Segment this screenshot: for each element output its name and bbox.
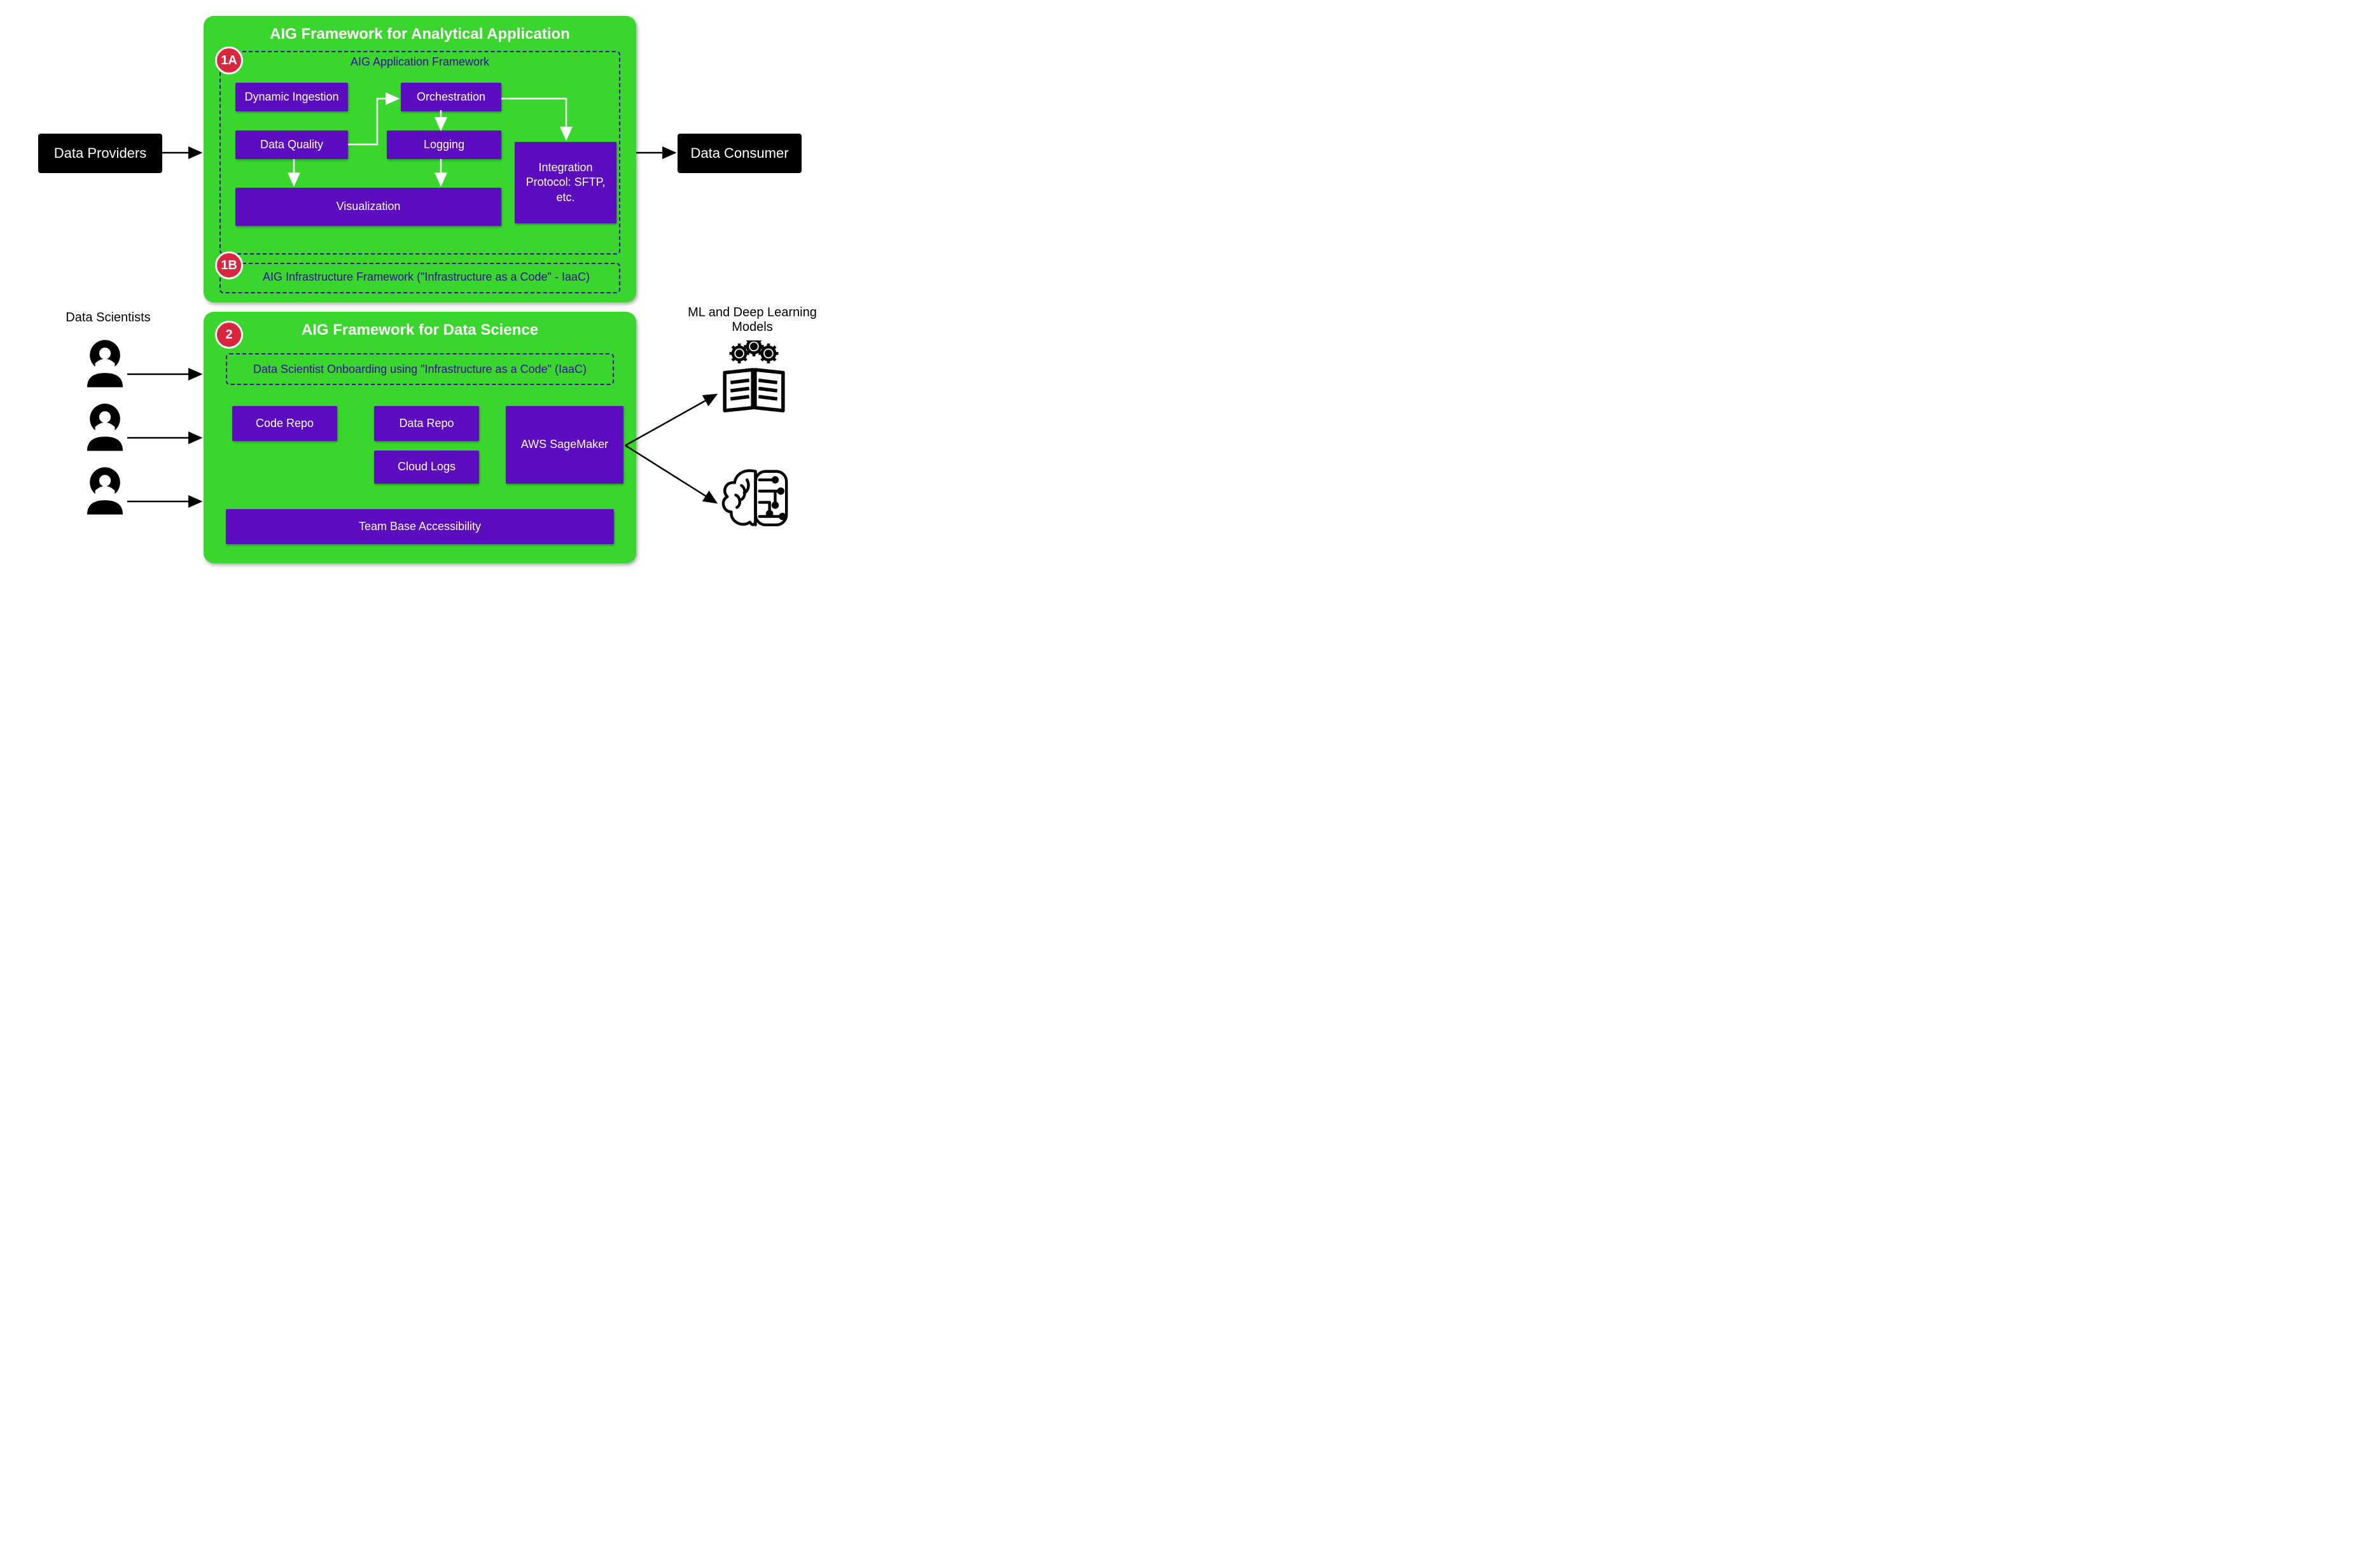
person-icon xyxy=(83,401,127,452)
ml-gears-book-icon xyxy=(719,340,789,414)
data-providers-label: Data Providers xyxy=(54,145,147,162)
box-sagemaker: AWS SageMaker xyxy=(506,406,623,484)
person-icon xyxy=(83,337,127,388)
ml-models-label: ML and Deep Learning Models xyxy=(671,305,833,335)
panel-analytical: AIG Framework for Analytical Application… xyxy=(204,16,636,302)
data-consumer-label: Data Consumer xyxy=(690,145,788,162)
section-1a-label: AIG Application Framework xyxy=(331,55,509,69)
data-providers-box: Data Providers xyxy=(38,134,162,173)
panel-data-science: AIG Framework for Data Science 2 Data Sc… xyxy=(204,312,636,563)
box-cloud-logs: Cloud Logs xyxy=(374,451,479,484)
section-1b-label: AIG Infrastructure Framework ("Infrastru… xyxy=(248,270,604,284)
data-scientists-label: Data Scientists xyxy=(51,311,165,325)
badge-2: 2 xyxy=(215,321,243,349)
box-data-quality: Data Quality xyxy=(235,130,348,159)
brain-circuit-icon xyxy=(719,465,792,535)
panel1-title: AIG Framework for Analytical Application xyxy=(204,25,636,43)
box-team-base: Team Base Accessibility xyxy=(226,509,614,544)
box-data-repo: Data Repo xyxy=(374,406,479,441)
data-consumer-box: Data Consumer xyxy=(678,134,802,173)
box-dynamic-ingestion: Dynamic Ingestion xyxy=(235,83,348,111)
badge-1a: 1A xyxy=(215,46,243,74)
box-logging: Logging xyxy=(387,130,501,159)
box-code-repo: Code Repo xyxy=(232,406,337,441)
badge-1b: 1B xyxy=(215,251,243,279)
box-visualization: Visualization xyxy=(235,188,501,226)
box-integration: Integration Protocol: SFTP, etc. xyxy=(515,142,616,223)
panel2-title: AIG Framework for Data Science xyxy=(204,321,636,339)
person-icon xyxy=(83,465,127,515)
onboarding-label: Data Scientist Onboarding using "Infrast… xyxy=(242,363,598,376)
box-orchestration: Orchestration xyxy=(401,83,501,111)
